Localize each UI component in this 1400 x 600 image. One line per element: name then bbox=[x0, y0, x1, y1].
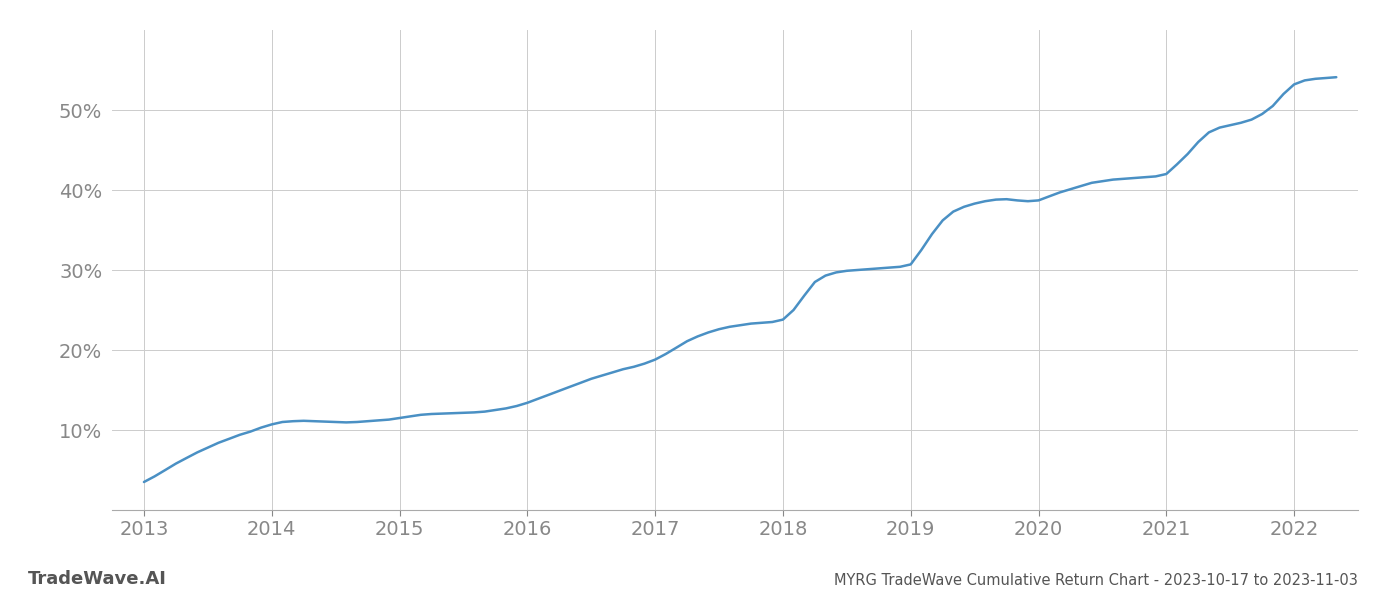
Text: MYRG TradeWave Cumulative Return Chart - 2023-10-17 to 2023-11-03: MYRG TradeWave Cumulative Return Chart -… bbox=[834, 573, 1358, 588]
Text: TradeWave.AI: TradeWave.AI bbox=[28, 570, 167, 588]
